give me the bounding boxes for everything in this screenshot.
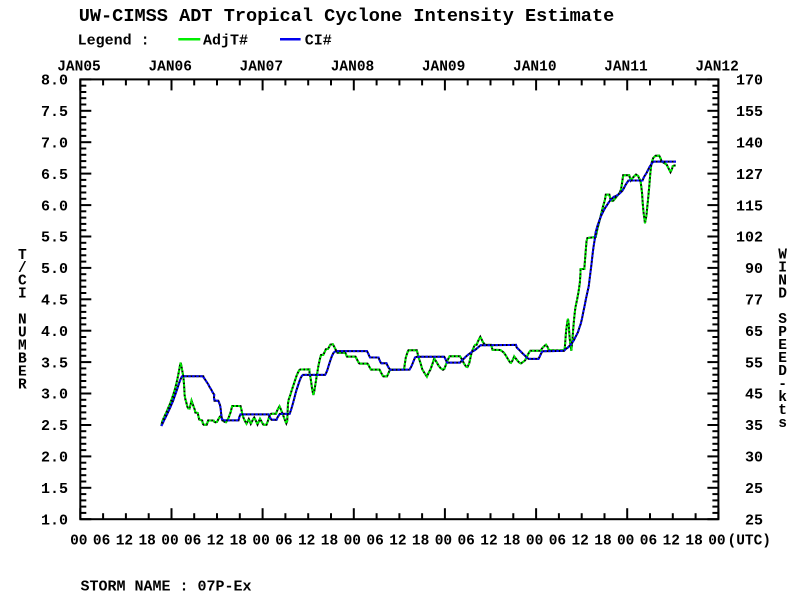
svg-text:I: I	[18, 287, 27, 303]
svg-text:25: 25	[745, 512, 763, 529]
svg-text:D: D	[778, 286, 787, 302]
svg-text:2.5: 2.5	[41, 418, 68, 435]
svg-text:E: E	[18, 364, 27, 380]
svg-text:STORM NAME : 07P-Ex: STORM NAME : 07P-Ex	[81, 579, 252, 596]
svg-text:00: 00	[161, 534, 178, 550]
svg-text:B: B	[18, 351, 27, 367]
svg-text:4.5: 4.5	[41, 293, 68, 310]
svg-text:06: 06	[275, 534, 292, 550]
svg-text:C: C	[18, 274, 27, 290]
svg-text:65: 65	[745, 324, 763, 341]
svg-text:I: I	[778, 260, 787, 276]
svg-text:140: 140	[736, 135, 763, 152]
svg-text:115: 115	[736, 198, 763, 215]
svg-text:06: 06	[457, 534, 474, 550]
svg-text:W: W	[778, 248, 787, 264]
svg-text:06: 06	[184, 534, 201, 550]
svg-text:06: 06	[640, 534, 657, 550]
svg-text:00: 00	[252, 534, 269, 550]
svg-text:155: 155	[736, 104, 763, 121]
svg-text:00: 00	[617, 534, 634, 550]
svg-text:/: /	[18, 261, 27, 277]
svg-text:77: 77	[745, 293, 763, 310]
svg-text:127: 127	[736, 167, 763, 184]
svg-text:18: 18	[503, 534, 520, 550]
svg-text:U: U	[18, 326, 27, 342]
svg-text:25: 25	[745, 481, 763, 498]
svg-text:Legend :: Legend :	[78, 32, 150, 49]
svg-text:M: M	[18, 338, 27, 354]
svg-text:12: 12	[389, 534, 406, 550]
svg-text:D: D	[778, 364, 787, 380]
svg-text:5.0: 5.0	[41, 261, 68, 278]
svg-text:1.5: 1.5	[41, 481, 68, 498]
svg-text:18: 18	[230, 534, 247, 550]
svg-text:3.0: 3.0	[41, 387, 68, 404]
svg-text:3.5: 3.5	[41, 355, 68, 372]
svg-text:12: 12	[207, 534, 224, 550]
svg-text:35: 35	[745, 418, 763, 435]
svg-text:JAN10: JAN10	[513, 60, 557, 76]
svg-text:JAN11: JAN11	[604, 60, 648, 76]
svg-text:00: 00	[708, 534, 725, 550]
svg-text:UW-CIMSS ADT Tropical Cyclone: UW-CIMSS ADT Tropical Cyclone Intensity …	[79, 6, 615, 27]
svg-text:2.0: 2.0	[41, 450, 68, 467]
svg-text:JAN07: JAN07	[240, 60, 284, 76]
svg-text:00: 00	[435, 534, 452, 550]
svg-text:00: 00	[70, 534, 87, 550]
svg-text:4.0: 4.0	[41, 324, 68, 341]
svg-text:JAN05: JAN05	[57, 60, 101, 76]
svg-text:P: P	[778, 325, 787, 341]
svg-text:JAN08: JAN08	[331, 60, 375, 76]
svg-text:6.5: 6.5	[41, 167, 68, 184]
svg-text:18: 18	[412, 534, 429, 550]
svg-text:8.0: 8.0	[41, 73, 68, 90]
svg-text:06: 06	[93, 534, 110, 550]
svg-text:1.0: 1.0	[41, 512, 68, 529]
svg-text:T: T	[18, 248, 27, 264]
svg-text:JAN06: JAN06	[148, 60, 192, 76]
svg-text:170: 170	[736, 73, 763, 90]
svg-text:06: 06	[366, 534, 383, 550]
svg-text:7.5: 7.5	[41, 104, 68, 121]
svg-text:102: 102	[736, 230, 763, 247]
svg-text:18: 18	[594, 534, 611, 550]
svg-text:6.0: 6.0	[41, 198, 68, 215]
svg-text:12: 12	[571, 534, 588, 550]
svg-text:k: k	[778, 390, 787, 406]
svg-text:s: s	[778, 416, 787, 432]
svg-text:R: R	[18, 377, 27, 393]
svg-text:12: 12	[480, 534, 497, 550]
svg-text:12: 12	[116, 534, 133, 550]
svg-text:18: 18	[138, 534, 155, 550]
svg-text:18: 18	[685, 534, 702, 550]
svg-text:06: 06	[549, 534, 566, 550]
svg-text:18: 18	[321, 534, 338, 550]
svg-text:E: E	[778, 351, 787, 367]
svg-text:30: 30	[745, 450, 763, 467]
svg-text:5.5: 5.5	[41, 230, 68, 247]
svg-text:7.0: 7.0	[41, 135, 68, 152]
svg-text:12: 12	[298, 534, 315, 550]
svg-text:t: t	[778, 403, 787, 419]
svg-text:90: 90	[745, 261, 763, 278]
svg-text:00: 00	[526, 534, 543, 550]
svg-text:E: E	[778, 338, 787, 354]
svg-text:CI#: CI#	[305, 32, 332, 49]
svg-text:00: 00	[344, 534, 361, 550]
svg-text:S: S	[778, 312, 787, 328]
svg-text:N: N	[778, 273, 787, 289]
svg-text:JAN12: JAN12	[695, 60, 739, 76]
svg-text:JAN09: JAN09	[422, 60, 466, 76]
svg-text:55: 55	[745, 355, 763, 372]
svg-text:45: 45	[745, 387, 763, 404]
svg-text:AdjT#: AdjT#	[203, 32, 248, 49]
svg-text:N: N	[18, 313, 27, 329]
svg-text:12: 12	[663, 534, 680, 550]
svg-text:(UTC): (UTC)	[728, 534, 772, 550]
svg-text:-: -	[778, 377, 787, 393]
